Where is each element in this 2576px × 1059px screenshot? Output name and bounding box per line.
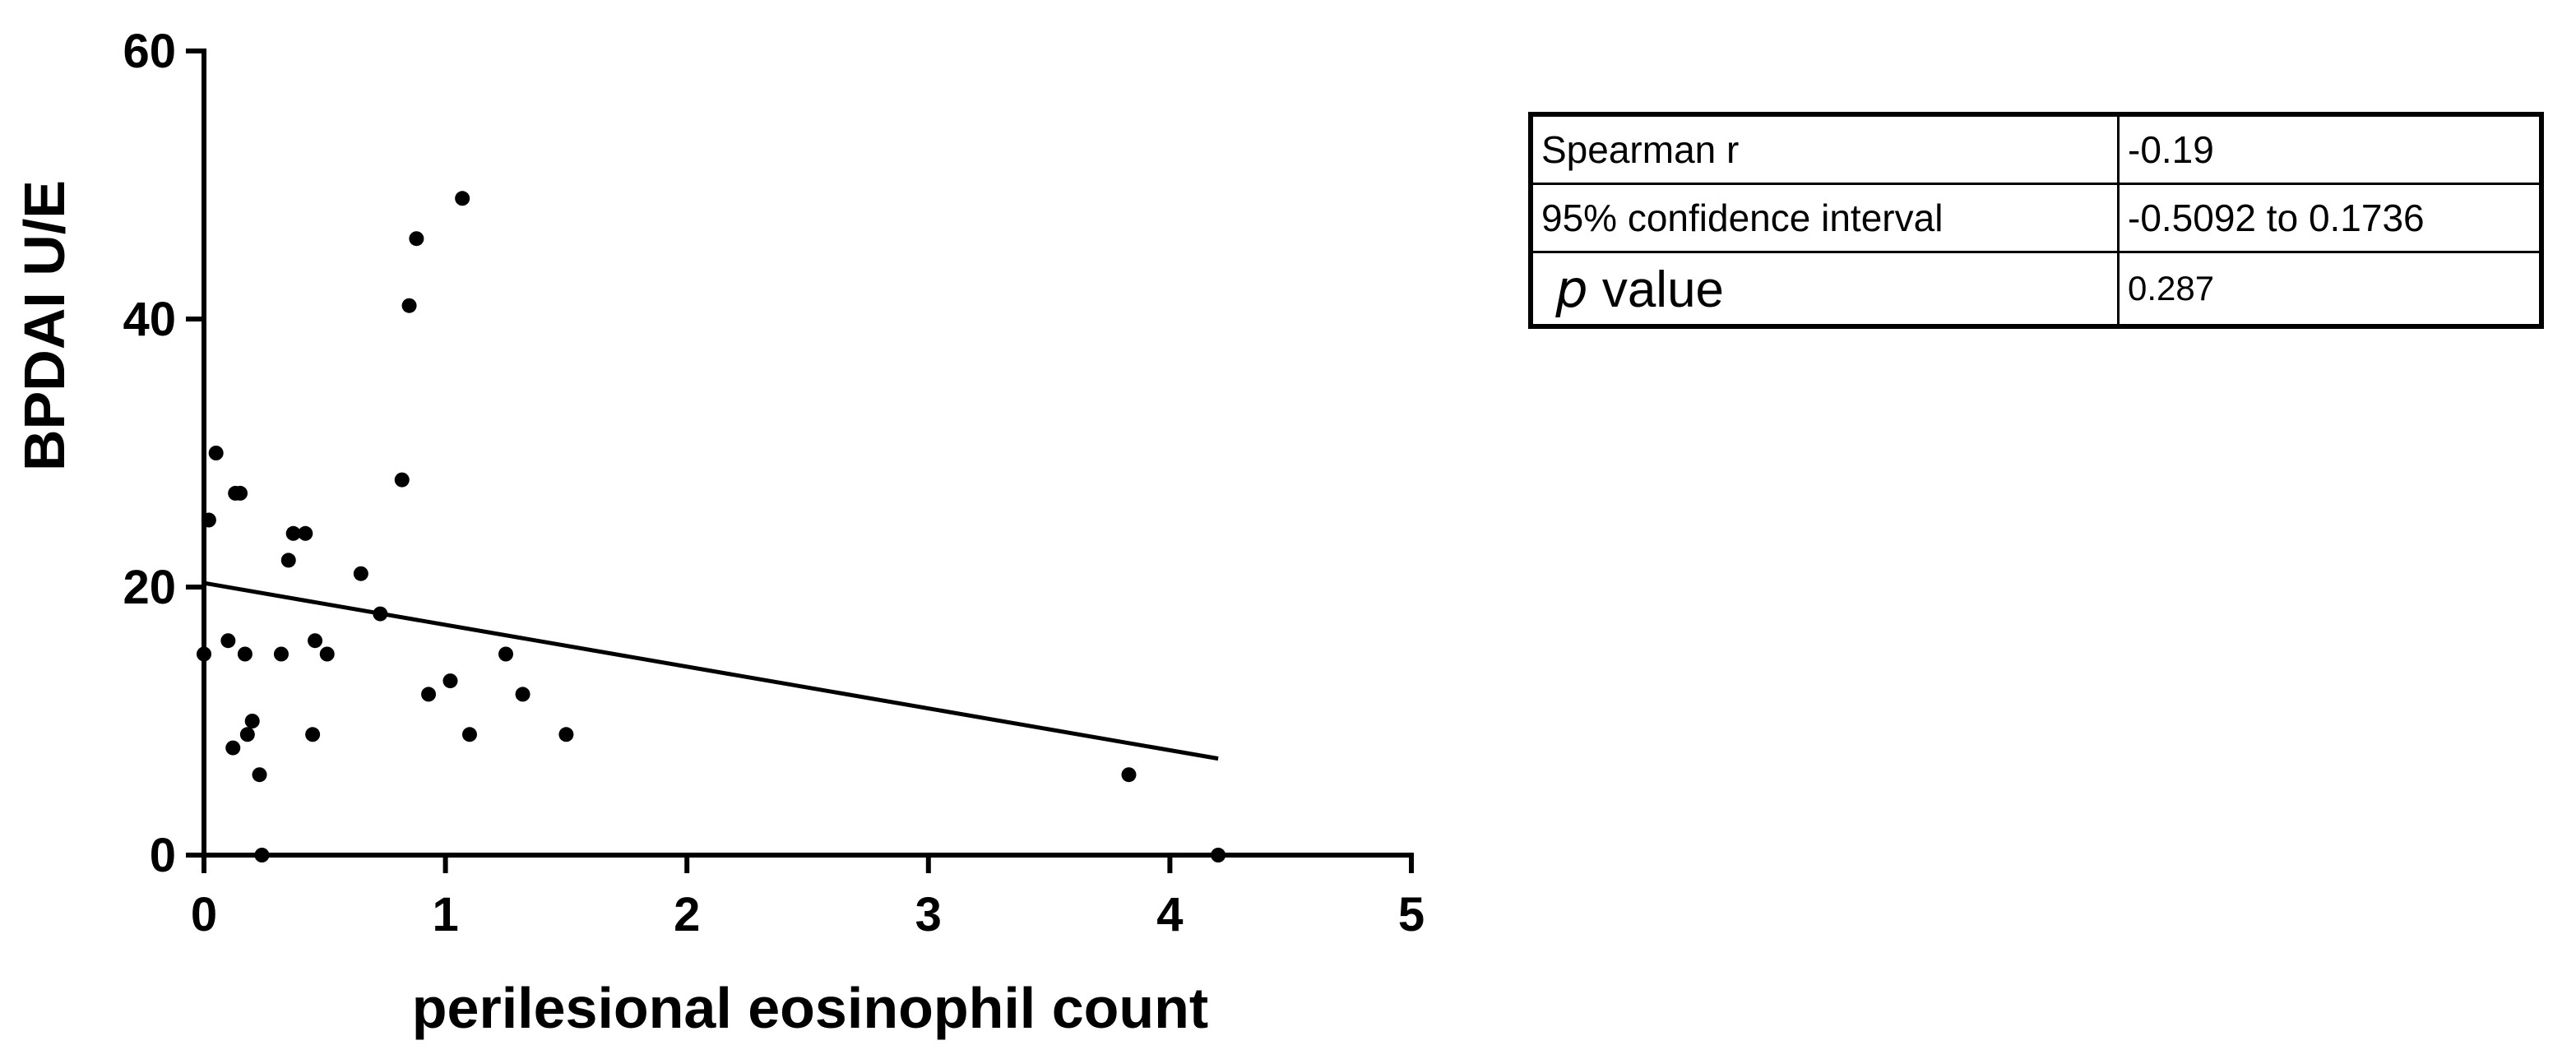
data-point xyxy=(442,673,458,689)
p-value-label: p value xyxy=(1529,251,2120,328)
data-point xyxy=(515,687,530,702)
table-row: p value 0.287 xyxy=(1529,251,2543,328)
spearman-r-value: -0.19 xyxy=(2117,113,2543,185)
table-row: Spearman r -0.19 xyxy=(1529,113,2543,185)
data-point xyxy=(237,646,253,662)
data-point xyxy=(220,633,236,649)
data-point xyxy=(273,646,289,662)
data-points xyxy=(197,191,1226,862)
x-tick-label: 3 xyxy=(915,888,942,941)
y-tick-label: 60 xyxy=(123,25,176,78)
data-point xyxy=(401,298,417,313)
p-value-value: 0.287 xyxy=(2117,251,2543,328)
y-tick-label: 40 xyxy=(123,293,176,346)
data-point xyxy=(558,727,574,742)
x-tick-label: 4 xyxy=(1156,888,1183,941)
data-point xyxy=(455,191,470,206)
p-value-label-text: value xyxy=(1587,261,1725,318)
data-point xyxy=(254,848,270,862)
y-axis-ticks: 0 20 40 60 xyxy=(123,25,204,882)
data-point xyxy=(1211,848,1226,862)
data-point xyxy=(280,553,296,568)
data-point xyxy=(285,525,301,541)
confidence-interval-value: -0.5092 to 0.1736 xyxy=(2117,183,2543,253)
data-point xyxy=(409,231,424,247)
data-point xyxy=(244,714,260,728)
data-point xyxy=(239,727,255,742)
x-tick-label: 1 xyxy=(432,888,458,941)
data-point xyxy=(461,727,477,742)
data-point xyxy=(498,646,513,662)
data-point xyxy=(394,472,410,488)
data-point xyxy=(197,646,211,662)
data-point xyxy=(252,767,267,783)
data-point xyxy=(208,446,224,460)
trend-line xyxy=(203,580,1219,761)
scatter-chart: 0 20 40 60 0 1 2 3 4 5 perilesional eosinophil c… xyxy=(12,25,1425,1040)
y-tick-label: 20 xyxy=(123,561,176,614)
data-point xyxy=(225,740,241,756)
x-tick-label: 0 xyxy=(191,888,217,941)
x-tick-label: 5 xyxy=(1398,888,1425,941)
x-tick-label: 2 xyxy=(674,888,700,941)
data-point xyxy=(421,687,437,702)
data-point xyxy=(233,485,248,501)
table-row: 95% confidence interval -0.5092 to 0.173… xyxy=(1529,183,2543,253)
x-axis-ticks: 0 1 2 3 4 5 xyxy=(191,855,1425,941)
data-point xyxy=(305,727,321,742)
data-point xyxy=(201,512,216,528)
confidence-interval-label: 95% confidence interval xyxy=(1529,183,2120,253)
statistics-table: Spearman r -0.19 95% confidence interval… xyxy=(1528,112,2544,329)
y-tick-label: 0 xyxy=(150,829,176,882)
y-axis-title: BPDAI U/E xyxy=(12,180,76,471)
data-point xyxy=(1121,767,1137,783)
data-point xyxy=(308,633,323,649)
x-axis-title: perilesional eosinophil count xyxy=(412,976,1208,1040)
data-point xyxy=(298,525,313,541)
spearman-r-label: Spearman r xyxy=(1529,113,2120,185)
data-point xyxy=(319,646,335,662)
data-point xyxy=(353,566,368,581)
p-symbol: p xyxy=(1555,258,1588,319)
